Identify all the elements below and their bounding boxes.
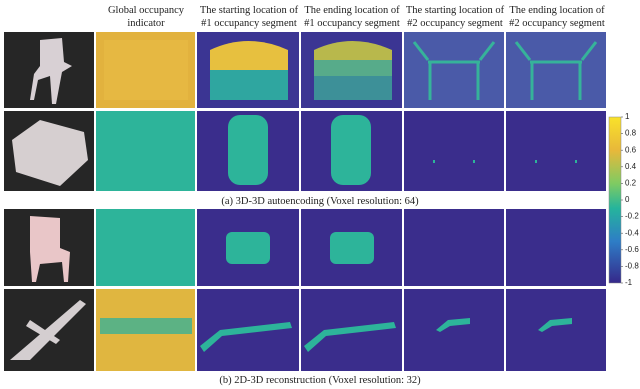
- colorbar: [609, 117, 621, 283]
- colorbar-tick-label: 0.4: [625, 162, 637, 171]
- colorbar-tick-label: 0.6: [625, 145, 637, 154]
- column-header: Global occupancy: [108, 5, 185, 16]
- column-header: #2 occupancy segment: [509, 18, 605, 29]
- colorbar-tick-label: -0.4: [625, 228, 639, 237]
- colorbar-tick-label: -0.6: [625, 245, 639, 254]
- row-1: [4, 32, 606, 108]
- colorbar-tick-label: 1: [625, 112, 630, 121]
- column-header: The ending location of: [509, 5, 605, 16]
- row-3: [4, 209, 606, 286]
- colorbar-tick-label: 0.2: [625, 179, 637, 188]
- column-header: The starting location of: [406, 5, 505, 16]
- column-header: #1 occupancy segment: [201, 18, 297, 29]
- column-header: The starting location of: [200, 5, 299, 16]
- row-4: [4, 289, 606, 371]
- colorbar-tick-label: 0.8: [625, 129, 637, 138]
- column-header: The ending location of: [304, 5, 400, 16]
- row-2: [4, 111, 606, 191]
- caption: (b) 2D-3D reconstruction (Voxel resoluti…: [219, 375, 421, 386]
- column-headers: Global occupancy indicator The starting …: [108, 5, 605, 29]
- colorbar-tick-label: 0: [625, 195, 630, 204]
- column-header: indicator: [127, 18, 165, 29]
- figure: Global occupancy indicator The starting …: [0, 0, 640, 389]
- colorbar-tick-label: -0.8: [625, 262, 639, 271]
- caption: (a) 3D-3D autoencoding (Voxel resolution…: [221, 196, 419, 207]
- colorbar-tick-label: -1: [625, 278, 633, 287]
- column-header: #1 occupancy segment: [304, 18, 400, 29]
- colorbar-tick-label: -0.2: [625, 212, 639, 221]
- column-header: #2 occupancy segment: [407, 18, 503, 29]
